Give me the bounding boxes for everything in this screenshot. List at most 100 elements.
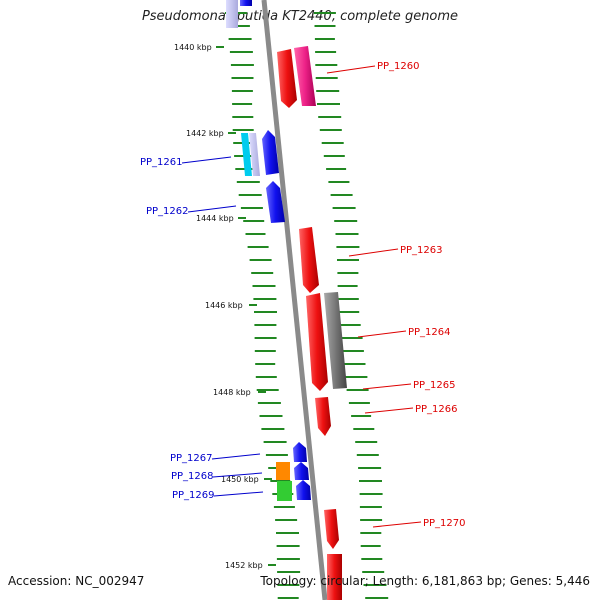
gc-dot — [252, 285, 276, 287]
gc-dot — [226, 25, 250, 27]
cds-pp-1261[interactable] — [262, 130, 279, 175]
gc-dot — [326, 168, 347, 170]
gc-dot — [346, 389, 369, 391]
cds-pp-1266[interactable] — [315, 397, 331, 436]
gene-label-pp-1265[interactable]: PP_1265 — [413, 380, 456, 391]
gc-dot — [254, 337, 277, 339]
gene-label-pp-1264[interactable]: PP_1264 — [408, 327, 451, 338]
gc-dot — [249, 259, 272, 261]
leader-line — [326, 65, 376, 74]
gc-dot — [365, 597, 389, 599]
gc-dot — [232, 129, 254, 131]
cds-pp-1269[interactable] — [296, 480, 311, 500]
gc-dot — [265, 454, 288, 456]
misc-feature-orange — [276, 462, 290, 480]
leader-line — [357, 330, 407, 338]
cds-pp-1263[interactable] — [299, 227, 319, 293]
gc-dot — [358, 467, 382, 469]
gc-dot — [236, 181, 260, 183]
leader-line — [362, 383, 412, 390]
gc-dot — [231, 90, 253, 92]
gene-label-pp-1269[interactable]: PP_1269 — [172, 490, 215, 501]
gc-dot — [337, 298, 359, 300]
gc-dot — [338, 324, 361, 326]
gc-dot — [255, 376, 277, 378]
gc-dot — [334, 220, 358, 222]
leader-line — [187, 205, 237, 213]
gc-dot — [344, 376, 368, 378]
cds-bottom-partial — [327, 554, 342, 600]
ruler-label-1446: 1446 kbp — [205, 301, 243, 310]
misc-feature-pink — [294, 46, 316, 106]
gc-dot — [362, 571, 385, 573]
leader-line — [211, 453, 261, 460]
gc-dot — [355, 441, 378, 443]
gc-dot — [340, 350, 364, 352]
cds-pp-1260[interactable] — [277, 49, 297, 108]
gc-dot — [247, 246, 269, 248]
ruler-label-1444: 1444 kbp — [196, 214, 234, 223]
gc-dot — [321, 142, 344, 144]
gc-dot — [360, 532, 382, 534]
gc-dot — [351, 415, 372, 417]
gc-dot — [232, 103, 253, 105]
cds-pp-1270[interactable] — [324, 509, 339, 549]
gc-dot — [229, 51, 253, 53]
gc-dot — [245, 233, 266, 235]
gc-dot — [315, 64, 338, 66]
gc-dot — [232, 116, 254, 118]
gc-dot — [276, 532, 299, 534]
gc-dot — [336, 246, 360, 248]
gc-dot — [263, 441, 287, 443]
gc-dot — [335, 233, 359, 235]
gc-dot — [319, 129, 342, 131]
leader-line — [181, 156, 232, 164]
gc-dot — [332, 207, 356, 209]
gc-dot — [231, 77, 254, 79]
genome-title: Pseudomonas putida KT2440, complete geno… — [141, 9, 459, 24]
gene-label-pp-1260[interactable]: PP_1260 — [377, 61, 420, 72]
gc-dot — [337, 285, 358, 287]
gc-dot — [273, 506, 295, 508]
cds-pp-1264[interactable] — [306, 293, 328, 391]
gc-dot — [318, 116, 342, 118]
gc-dot — [359, 493, 383, 495]
gc-dot — [256, 389, 279, 391]
gc-dot — [254, 324, 277, 326]
gene-label-pp-1263[interactable]: PP_1263 — [400, 245, 443, 256]
ruler-label-1448: 1448 kbp — [213, 388, 251, 397]
cds-pp-1267[interactable] — [293, 442, 307, 462]
gene-label-pp-1261[interactable]: PP_1261 — [140, 157, 183, 168]
gc-dot — [228, 38, 252, 40]
ruler-label-1450: 1450 kbp — [221, 475, 259, 484]
gc-dot — [342, 363, 366, 365]
gc-dot — [356, 454, 379, 456]
gc-dot — [360, 519, 383, 521]
leader-line — [372, 521, 422, 528]
gene-label-pp-1266[interactable]: PP_1266 — [415, 404, 458, 415]
gc-dot — [338, 311, 360, 313]
gc-dot — [277, 571, 301, 573]
gc-content-trace — [224, 12, 389, 599]
leader-line — [348, 248, 399, 257]
gene-label-pp-1268[interactable]: PP_1268 — [171, 471, 214, 482]
topology-text: Topology: circular; Length: 6,181,863 bp… — [260, 574, 590, 588]
gc-dot — [363, 584, 387, 586]
gene-label-pp-1267[interactable]: PP_1267 — [170, 453, 213, 464]
gc-dot — [348, 402, 370, 404]
misc-feature-gray — [324, 292, 347, 389]
cds-pp-1268[interactable] — [294, 462, 309, 480]
gc-dot — [315, 77, 338, 79]
gc-dot — [240, 207, 263, 209]
gene-label-pp-1270[interactable]: PP_1270 — [423, 518, 466, 529]
gc-dot — [243, 220, 265, 222]
gc-dot — [277, 597, 299, 599]
gc-dot — [238, 194, 262, 196]
ruler-label-1440: 1440 kbp — [174, 43, 212, 52]
gc-dot — [359, 480, 382, 482]
cds-pp-1262[interactable] — [266, 181, 285, 223]
gc-dot — [328, 181, 350, 183]
gc-dot — [314, 38, 335, 40]
gene-label-pp-1262[interactable]: PP_1262 — [146, 206, 189, 217]
gc-dot — [259, 415, 283, 417]
